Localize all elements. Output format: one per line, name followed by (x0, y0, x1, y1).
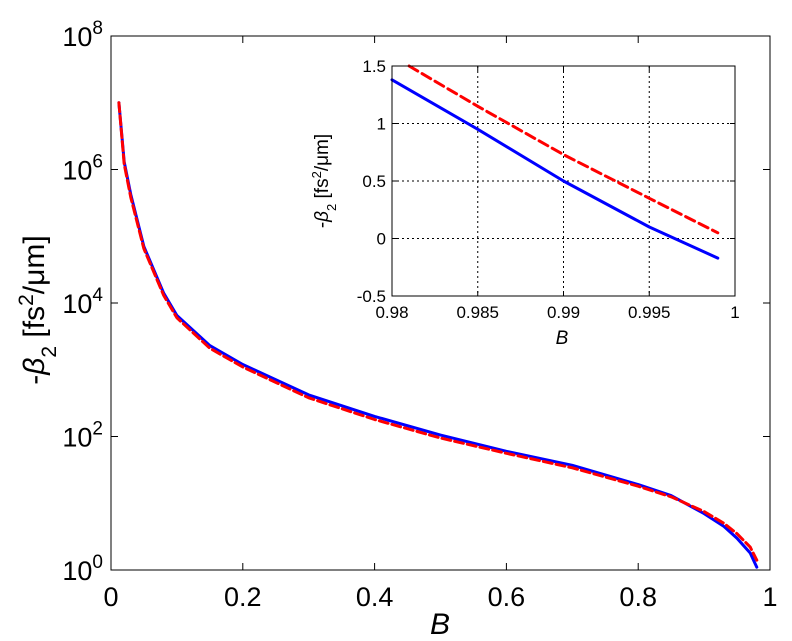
main-y-axis-label-unit-exponent: 2 (15, 294, 38, 306)
main-series-layer (117, 101, 759, 569)
main-y-tick-label-exponent: 8 (92, 18, 103, 39)
main-y-axis-label-beta-subscript: 2 (38, 346, 61, 358)
main-y-tick-label-base: 10 (62, 289, 92, 319)
main-y-tick-label-base: 10 (62, 156, 92, 186)
main-y-tick-label-base: 10 (62, 423, 92, 453)
main-y-tick-label: 100 (62, 552, 103, 586)
inset-y-axis-label-unit: [fs (312, 178, 333, 203)
main-x-axis-label: B (430, 608, 450, 641)
inset-y-axis-label-beta-subscript: 2 (324, 204, 339, 211)
main-x-tick-label: 0.4 (356, 582, 394, 612)
main-x-axis: 0 0.2 0.4 0.6 0.8 1 (103, 36, 778, 612)
inset-y-tick-label: -0.5 (357, 287, 386, 306)
main-y-axis-label-unit-rest: /μm] (18, 235, 51, 294)
inset-y-tick-label: 1 (377, 115, 386, 134)
main-y-axis-label-beta: β (18, 358, 51, 376)
main-y-tick-label: 106 (62, 152, 103, 186)
main-y-tick-label-base: 10 (62, 556, 92, 586)
main-y-tick-label: 104 (62, 285, 103, 319)
main-x-tick-label: 0 (103, 582, 118, 612)
inset-x-tick-label: 0.985 (456, 303, 499, 322)
main-y-axis-label-unit: [fs (18, 306, 51, 346)
inset-x-axis: 0.98 0.985 0.99 0.995 1 (375, 66, 740, 322)
inset-y-axis-label-beta: β (312, 211, 333, 223)
inset-series-line-blue-solid (390, 78, 720, 260)
inset-x-tick-label: 0.995 (628, 303, 671, 322)
main-y-axis-label: -β2 [fs2/μm] (15, 235, 61, 384)
inset-y-axis-label: -β2 [fs2/μm] (309, 134, 339, 228)
inset-y-axis-label-unit-exponent: 2 (309, 171, 324, 178)
inset-y-tick-label: 0 (377, 230, 386, 249)
inset-y-axis-label-unit-rest: /μm] (312, 134, 333, 171)
inset-chart: 0.98 0.985 0.99 0.995 1 -0.500.511.5 B -β2 [… (309, 57, 740, 349)
main-x-tick-label: 1 (762, 582, 777, 612)
main-y-tick-label-base: 10 (62, 22, 92, 52)
inset-series-line-red-dashed (407, 64, 720, 235)
main-y-tick-label: 102 (62, 419, 103, 453)
inset-x-axis-label: B (556, 328, 569, 349)
inset-series-layer (390, 64, 720, 260)
inset-x-tick-label: 1 (730, 303, 739, 322)
inset-y-tick-label: 0.5 (362, 172, 386, 191)
main-y-axis-label-minus: - (18, 375, 51, 385)
main-y-tick-label-exponent: 4 (92, 285, 103, 306)
main-y-tick-label-exponent: 0 (92, 552, 103, 573)
inset-y-axis: -0.5 0 0.5 1 1.5 (357, 57, 735, 306)
inset-x-tick-label: 0.98 (375, 303, 408, 322)
main-x-tick-label: 0.2 (224, 582, 262, 612)
inset-y-tick-label: 1.5 (362, 57, 386, 76)
main-y-tick-label: 108 (62, 18, 103, 52)
main-y-tick-label-exponent: 2 (92, 419, 103, 440)
main-series-line-red-dashed (117, 101, 759, 562)
main-x-tick-label: 0.6 (488, 582, 526, 612)
main-y-tick-label-exponent: 6 (92, 152, 103, 173)
main-x-tick-label: 0.8 (619, 582, 657, 612)
inset-x-tick-label: 0.99 (547, 303, 580, 322)
inset-y-axis-label-minus: - (312, 222, 333, 228)
